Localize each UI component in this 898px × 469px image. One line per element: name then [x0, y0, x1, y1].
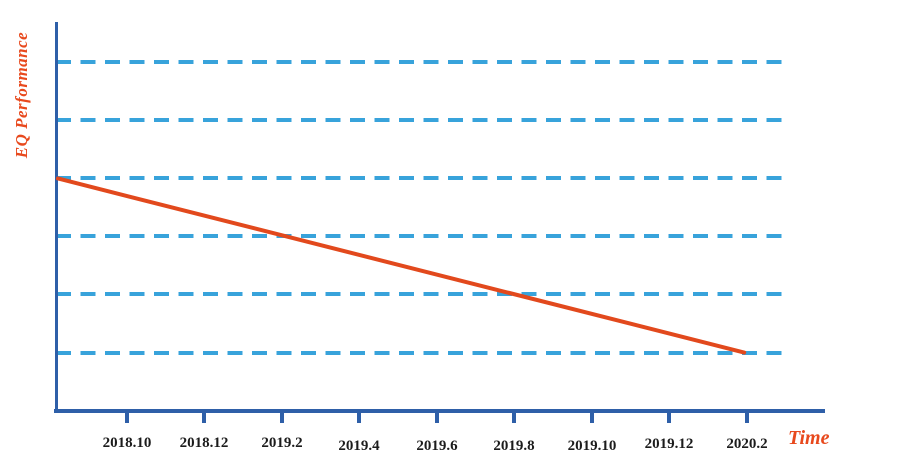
- x-tick: [280, 412, 284, 423]
- x-tick: [590, 412, 594, 423]
- x-axis: [54, 409, 825, 413]
- x-axis-title: Time: [788, 427, 830, 449]
- x-tick: [512, 412, 516, 423]
- x-tick-label: 2019.12: [644, 436, 694, 452]
- x-tick: [125, 412, 129, 423]
- gridline: [56, 292, 787, 296]
- x-tick-label: 2019.4: [338, 438, 380, 454]
- eq-performance-trend-line: [55, 175, 747, 355]
- x-tick: [202, 412, 206, 423]
- gridline: [56, 351, 787, 355]
- x-tick-label: 2018.12: [179, 435, 229, 451]
- x-tick: [745, 412, 749, 423]
- gridline: [56, 60, 787, 64]
- x-tick: [357, 412, 361, 423]
- x-tick-label: 2019.2: [261, 435, 303, 451]
- x-tick-label: 2019.8: [493, 438, 535, 454]
- x-tick: [435, 412, 439, 423]
- x-tick-label: 2018.10: [102, 435, 152, 451]
- x-tick-label: 2019.10: [567, 438, 617, 454]
- x-tick: [667, 412, 671, 423]
- gridline: [56, 176, 787, 180]
- x-tick-label: 2019.6: [416, 438, 458, 454]
- gridline: [56, 118, 787, 122]
- y-axis-title: EQ Performance: [12, 31, 31, 159]
- gridline: [56, 234, 787, 238]
- y-axis: [55, 22, 58, 413]
- x-tick-label: 2020.2: [726, 436, 768, 452]
